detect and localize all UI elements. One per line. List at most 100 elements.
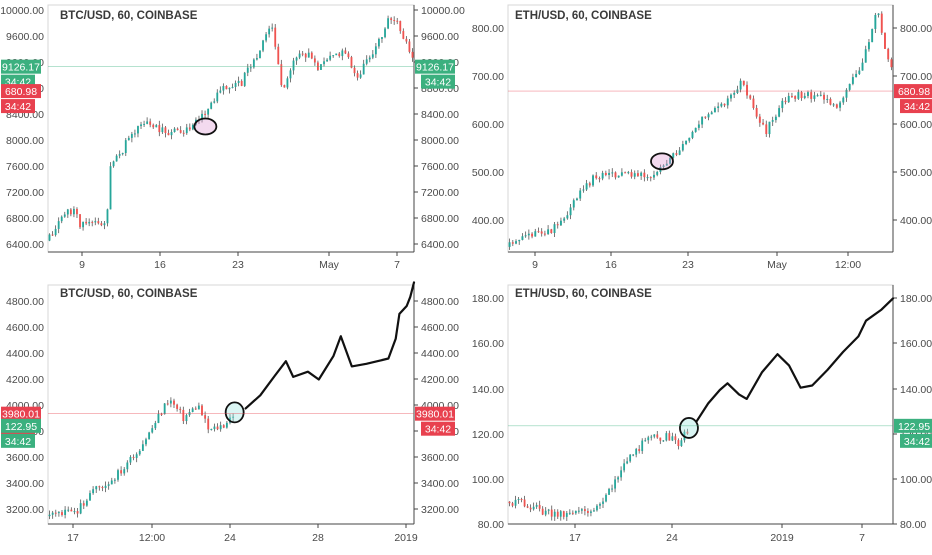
candle-body [851,77,854,84]
candle-body [347,53,350,58]
candle-body [803,95,806,99]
y-tick-label-right: 7200.00 [421,187,459,199]
candle-body [739,80,742,90]
candle-body [222,85,225,91]
candle-body [544,510,547,515]
candle-body [864,49,867,63]
candle-body [98,486,101,488]
chart-panel-1: 10000.0010000.009600.009600.009200.00920… [0,4,465,271]
candle-body [57,221,60,229]
price-badge-left [1,406,41,421]
candle-body [298,53,301,58]
candle-body [672,153,675,158]
candle-body [141,444,144,451]
candle-body [176,128,179,131]
candle-body [680,440,683,447]
candle-body [73,208,75,215]
candle-body [543,233,546,235]
candle-body [176,404,179,409]
candle-body [210,102,213,109]
candle-body [520,499,523,501]
candle-body [678,150,681,155]
candle-body [611,488,613,490]
y-tick-label-right: 4200.00 [421,374,459,386]
chart-title: ETH/USD, 60, COINBASE [515,288,652,300]
candle-body [602,501,604,504]
candle-body [225,422,228,428]
candle-body [585,183,588,190]
candle-body [240,80,243,86]
candle-body [752,98,755,108]
candle-body [556,511,559,517]
candle-body [855,73,858,78]
candle-body [390,18,393,21]
candle-body [778,108,781,117]
candle-body [335,53,338,56]
candle-body [135,454,138,458]
candle-body [67,509,70,511]
candle-body [529,507,532,510]
candle-body [301,53,304,55]
candle-body [246,67,249,73]
candle-body [611,172,614,174]
candle-body [48,514,51,517]
candle-body [64,509,67,515]
countdown-badge [421,74,455,89]
plot-area [47,4,415,253]
candle-body [807,92,809,96]
candle-body [252,59,255,68]
candle-body [771,120,774,122]
candle-body [283,85,286,88]
x-tick-label: 9 [532,259,538,271]
candle-body [774,116,777,121]
candle-body [362,63,365,75]
candle-body [617,175,620,178]
y-tick-label-left: 700.00 [472,71,504,83]
candle-body [82,503,85,506]
candle-body [532,506,535,510]
candle-body [51,234,54,236]
candle-body [155,125,158,128]
y-tick-label-right: 400.00 [900,215,932,227]
candle-body [646,177,649,179]
candle-body [234,82,237,87]
x-tick-label: 24 [224,532,236,544]
candle-body [694,127,697,132]
candle-body [710,112,713,115]
candle-body [742,80,745,85]
countdown-text: 34:42 [904,436,930,448]
candle-body [70,509,73,512]
candle-body [338,53,341,57]
y-tick-label-left: 7600.00 [6,161,44,173]
candle-body [813,95,816,99]
candle-body [411,51,414,58]
candle-body [511,503,514,506]
plot-area [507,284,894,525]
candle-body [571,512,574,514]
candle-body [562,511,565,517]
y-tick-label-left: 80.00 [478,519,504,531]
candle-body [635,449,638,455]
chart-title: BTC/USD, 60, COINBASE [60,288,198,300]
x-tick-label: 9 [79,259,85,271]
candle-body [123,469,126,474]
candle-body [636,173,639,176]
candle-body [237,80,240,83]
candle-body [665,433,668,441]
candle-body [768,121,771,135]
candle-body [758,116,761,123]
candle-body [531,233,534,237]
candle-body [614,479,616,489]
candle-body [723,103,726,106]
countdown-text: 34:42 [425,424,451,436]
candle-body [232,416,235,418]
candle-body [213,101,216,103]
candle-body [704,116,707,118]
y-tick-label-right: 4600.00 [421,322,459,334]
countdown-badge [421,421,455,436]
candle-body [106,209,109,224]
candle-body [219,425,222,430]
candle-body [595,175,598,179]
y-tick-label-left: 9600.00 [6,31,44,43]
candle-body [163,403,166,415]
